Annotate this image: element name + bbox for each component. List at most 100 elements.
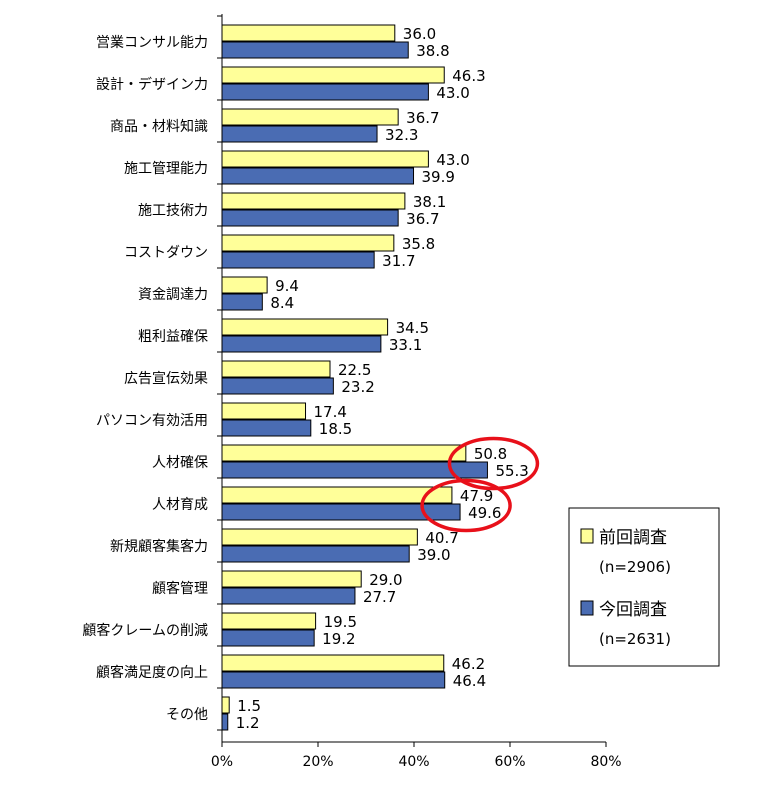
- value-label-current: 23.2: [341, 378, 374, 396]
- bar-current: [221, 335, 382, 353]
- bar-previous: [221, 444, 467, 462]
- bar-current: [221, 377, 334, 395]
- category-label: 営業コンサル能力: [96, 35, 208, 51]
- value-label-current: 46.4: [453, 672, 486, 690]
- value-label-previous: 43.0: [436, 151, 469, 169]
- labels-layer: 営業コンサル能力 36.038.8設計・デザイン力 46.343.0商品・材料知識 3…: [82, 25, 528, 732]
- bar-previous: [221, 192, 406, 210]
- value-label-previous: 9.4: [275, 277, 299, 295]
- value-label-current: 49.6: [468, 504, 501, 522]
- x-tick-label: 80%: [590, 754, 621, 770]
- value-label-previous: 1.5: [237, 697, 261, 715]
- value-label-previous: 38.1: [413, 193, 446, 211]
- bar-current: [221, 461, 488, 479]
- bar-current: [221, 209, 399, 227]
- bar-previous: [221, 234, 395, 252]
- value-label-current: 27.7: [363, 588, 396, 606]
- value-label-current: 43.0: [436, 84, 469, 102]
- value-label-previous: 35.8: [402, 235, 435, 253]
- bar-current: [221, 41, 409, 59]
- legend-label: 今回調査: [599, 600, 667, 620]
- bar-previous: [221, 528, 418, 546]
- x-tick-label: 60%: [494, 754, 525, 770]
- bar-current: [221, 545, 410, 563]
- value-label-current: 32.3: [385, 126, 418, 144]
- bar-previous: [221, 150, 429, 168]
- bar-previous: [221, 108, 399, 126]
- category-label: 施工技術力: [138, 203, 208, 219]
- value-label-previous: 46.3: [452, 67, 485, 85]
- bar-previous: [221, 66, 445, 84]
- category-label: 人材育成: [152, 497, 208, 513]
- category-label: 新規顧客集客力: [110, 538, 208, 555]
- category-label: コストダウン: [124, 245, 208, 261]
- bar-current: [221, 251, 375, 269]
- value-label-previous: 29.0: [369, 571, 402, 589]
- bar-current: [221, 713, 229, 731]
- legend: 前回調査 (n=2906) 今回調査 (n=2631): [568, 507, 720, 667]
- highlight-layer: [420, 436, 540, 533]
- category-label: 広告宣伝効果: [124, 371, 208, 387]
- bar-current: [221, 587, 356, 605]
- value-label-current: 19.2: [322, 630, 355, 648]
- legend-sample-size: (n=2906): [599, 558, 671, 576]
- bar-current: [221, 419, 312, 437]
- value-label-previous: 46.2: [452, 655, 485, 673]
- category-label: 粗利益確保: [138, 329, 208, 345]
- value-label-previous: 50.8: [474, 445, 507, 463]
- value-label-current: 36.7: [406, 210, 439, 228]
- value-label-previous: 34.5: [396, 319, 429, 337]
- x-tick-label: 0%: [211, 754, 233, 770]
- value-label-previous: 36.7: [406, 109, 439, 127]
- bar-previous: [221, 318, 389, 336]
- bar-previous: [221, 24, 396, 42]
- bar-previous: [221, 276, 268, 294]
- legend-box: [568, 507, 720, 667]
- value-label-current: 33.1: [389, 336, 422, 354]
- value-label-previous: 36.0: [403, 25, 436, 43]
- bar-previous: [221, 570, 362, 588]
- bar-previous: [221, 696, 230, 714]
- category-label: パソコン有効活用: [96, 413, 208, 429]
- bar-previous: [221, 486, 453, 504]
- value-label-previous: 19.5: [324, 613, 357, 631]
- value-label-previous: 47.9: [460, 487, 493, 505]
- category-label: 顧客管理: [152, 580, 208, 597]
- value-label-previous: 40.7: [425, 529, 458, 547]
- legend-swatch: [580, 600, 594, 616]
- category-label: その他: [166, 707, 208, 723]
- legend-label: 前回調査: [599, 528, 667, 548]
- category-label: 人材確保: [152, 455, 208, 471]
- value-label-current: 38.8: [416, 42, 449, 60]
- category-label: 資金調達力: [138, 287, 208, 303]
- bar-current: [221, 83, 429, 101]
- value-label-current: 1.2: [236, 714, 260, 732]
- legend-sample-size: (n=2631): [599, 630, 671, 648]
- bar-previous: [221, 360, 331, 378]
- highlight-circle: [420, 478, 512, 533]
- value-label-current: 39.9: [422, 168, 455, 186]
- value-label-current: 18.5: [319, 420, 352, 438]
- bar-previous: [221, 612, 317, 630]
- highlight-circle: [447, 436, 540, 491]
- value-label-previous: 17.4: [314, 403, 347, 421]
- legend-swatch: [580, 528, 594, 544]
- category-label: 顧客満足度の向上: [96, 664, 208, 681]
- category-label: 施工管理能力: [124, 161, 208, 177]
- bar-previous: [221, 654, 445, 672]
- category-label: 設計・デザイン力: [96, 76, 208, 93]
- x-tick-label: 20%: [302, 754, 333, 770]
- value-label-current: 55.3: [495, 462, 528, 480]
- value-label-current: 31.7: [382, 252, 415, 270]
- bar-current: [221, 125, 378, 143]
- value-label-current: 8.4: [270, 294, 294, 312]
- value-label-current: 39.0: [417, 546, 450, 564]
- value-label-previous: 22.5: [338, 361, 371, 379]
- bar-previous: [221, 402, 307, 420]
- category-label: 商品・材料知識: [110, 118, 208, 135]
- bar-current: [221, 293, 263, 311]
- x-axis: 0% 20% 40% 60% 80%: [211, 14, 622, 770]
- x-tick-label: 40%: [398, 754, 429, 770]
- bar-current: [221, 629, 315, 647]
